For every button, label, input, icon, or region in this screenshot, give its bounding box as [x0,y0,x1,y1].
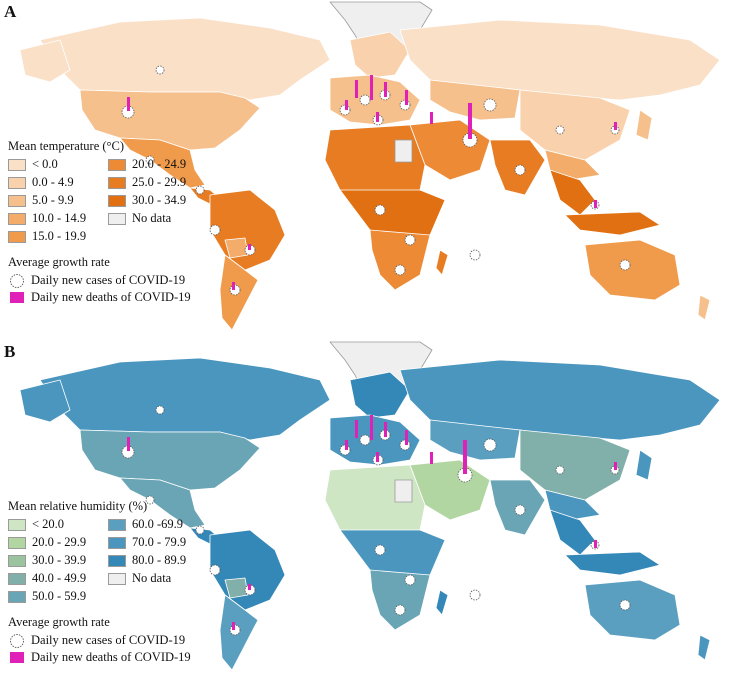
legend-item: 80.0 - 89.9 [108,554,186,568]
legend-item: 40.0 - 49.9 [8,572,86,586]
swatch [108,212,126,225]
legend-item: 70.0 - 79.9 [108,536,186,550]
swatch [8,590,26,603]
legend-item: 0.0 - 4.9 [8,176,74,190]
deaths-bars-b [127,415,617,630]
swatch [108,194,126,207]
swatch [108,176,126,189]
legend-classes: < 20.0 20.0 - 29.9 30.0 - 39.9 40.0 - 49… [8,518,238,610]
legend-title: Mean relative humidity (%) [8,499,148,513]
swatch [8,176,26,189]
legend-item: 50.0 - 59.9 [8,590,86,604]
swatch [8,212,26,225]
legend-item: 20.0 - 24.9 [108,158,186,172]
indonesia [564,551,661,576]
dotted-circle-icon [8,633,26,649]
australia [584,579,681,641]
legend-item: 5.0 - 9.9 [8,194,74,208]
world-map-humidity [19,341,721,671]
southern-africa [369,569,431,631]
panel-letter: B [4,342,16,361]
legend-item: 30.0 - 34.9 [108,194,186,208]
southeast-asia [549,169,596,216]
swatch [108,536,126,549]
libya-nodata [394,139,413,163]
cases-legend-row: Daily new cases of COVID-19 [8,272,238,289]
legend-item: 10.0 - 14.9 [8,212,86,226]
japan [635,109,653,141]
swatch [108,158,126,171]
china [519,89,631,161]
swatch [8,194,26,207]
madagascar [435,589,449,616]
swatch [8,572,26,585]
world-map-temperature [19,1,721,331]
cases-legend-row: Daily new cases of COVID-19 [8,632,238,649]
legend-item: 60.0 -69.9 [108,518,183,532]
canada [39,17,331,101]
mexico [119,137,206,189]
humidity-legend: Mean relative humidity (%) < 20.0 20.0 -… [8,500,238,666]
southern-africa [369,229,431,291]
new-zealand [697,294,711,321]
swatch [8,230,26,243]
southeast-asia [549,509,596,556]
libya-nodata [394,479,413,503]
alaska [19,39,71,83]
deaths-bars-a [127,75,617,290]
legend-item: 25.0 - 29.9 [108,176,186,190]
panel-letter: A [4,2,17,21]
australia [584,239,681,301]
panel-b-humidity-map: B Mean relative humidity (%) < 20.0 20.0… [0,340,745,681]
legend-item: 15.0 - 19.9 [8,230,86,244]
legend-item: No data [108,572,171,586]
indonesia [564,211,661,236]
pink-square-icon [8,650,26,666]
temperature-legend: Mean temperature (°C) < 0.0 0.0 - 4.9 5.… [8,140,238,306]
new-zealand [697,634,711,661]
scandinavia [349,31,411,79]
japan [635,449,653,481]
panel-a-temperature-map: A Mean temperature (°C) < 0.0 0.0 - 4.9 … [0,0,745,340]
usa [79,429,261,491]
western-europe [329,74,421,126]
western-europe [329,414,421,466]
legend-item: < 20.0 [8,518,64,532]
scandinavia [349,371,411,419]
alaska [19,379,71,423]
usa [79,89,261,151]
legend-title: Mean temperature (°C) [8,139,125,153]
legend-item: No data [108,212,171,226]
growth-rate-title: Average growth rate [8,614,110,629]
cases-markers-a [121,65,631,296]
canada [39,357,331,441]
swatch [108,518,126,531]
legend-item: 20.0 - 29.9 [8,536,86,550]
china [519,429,631,501]
legend-classes: < 0.0 0.0 - 4.9 5.0 - 9.9 10.0 - 14.9 15… [8,158,238,250]
swatch [8,158,26,171]
legend-item: 30.0 - 39.9 [8,554,86,568]
dotted-circle-icon [8,273,26,289]
swatch [8,518,26,531]
swatch [108,572,126,585]
swatch [8,536,26,549]
mexico [119,477,206,529]
legend-item: < 0.0 [8,158,58,172]
swatch [8,554,26,567]
deaths-legend-row: Daily new deaths of COVID-19 [8,289,238,306]
madagascar [435,249,449,276]
swatch [108,554,126,567]
deaths-legend-row: Daily new deaths of COVID-19 [8,649,238,666]
pink-square-icon [8,290,26,306]
growth-rate-title: Average growth rate [8,254,110,269]
